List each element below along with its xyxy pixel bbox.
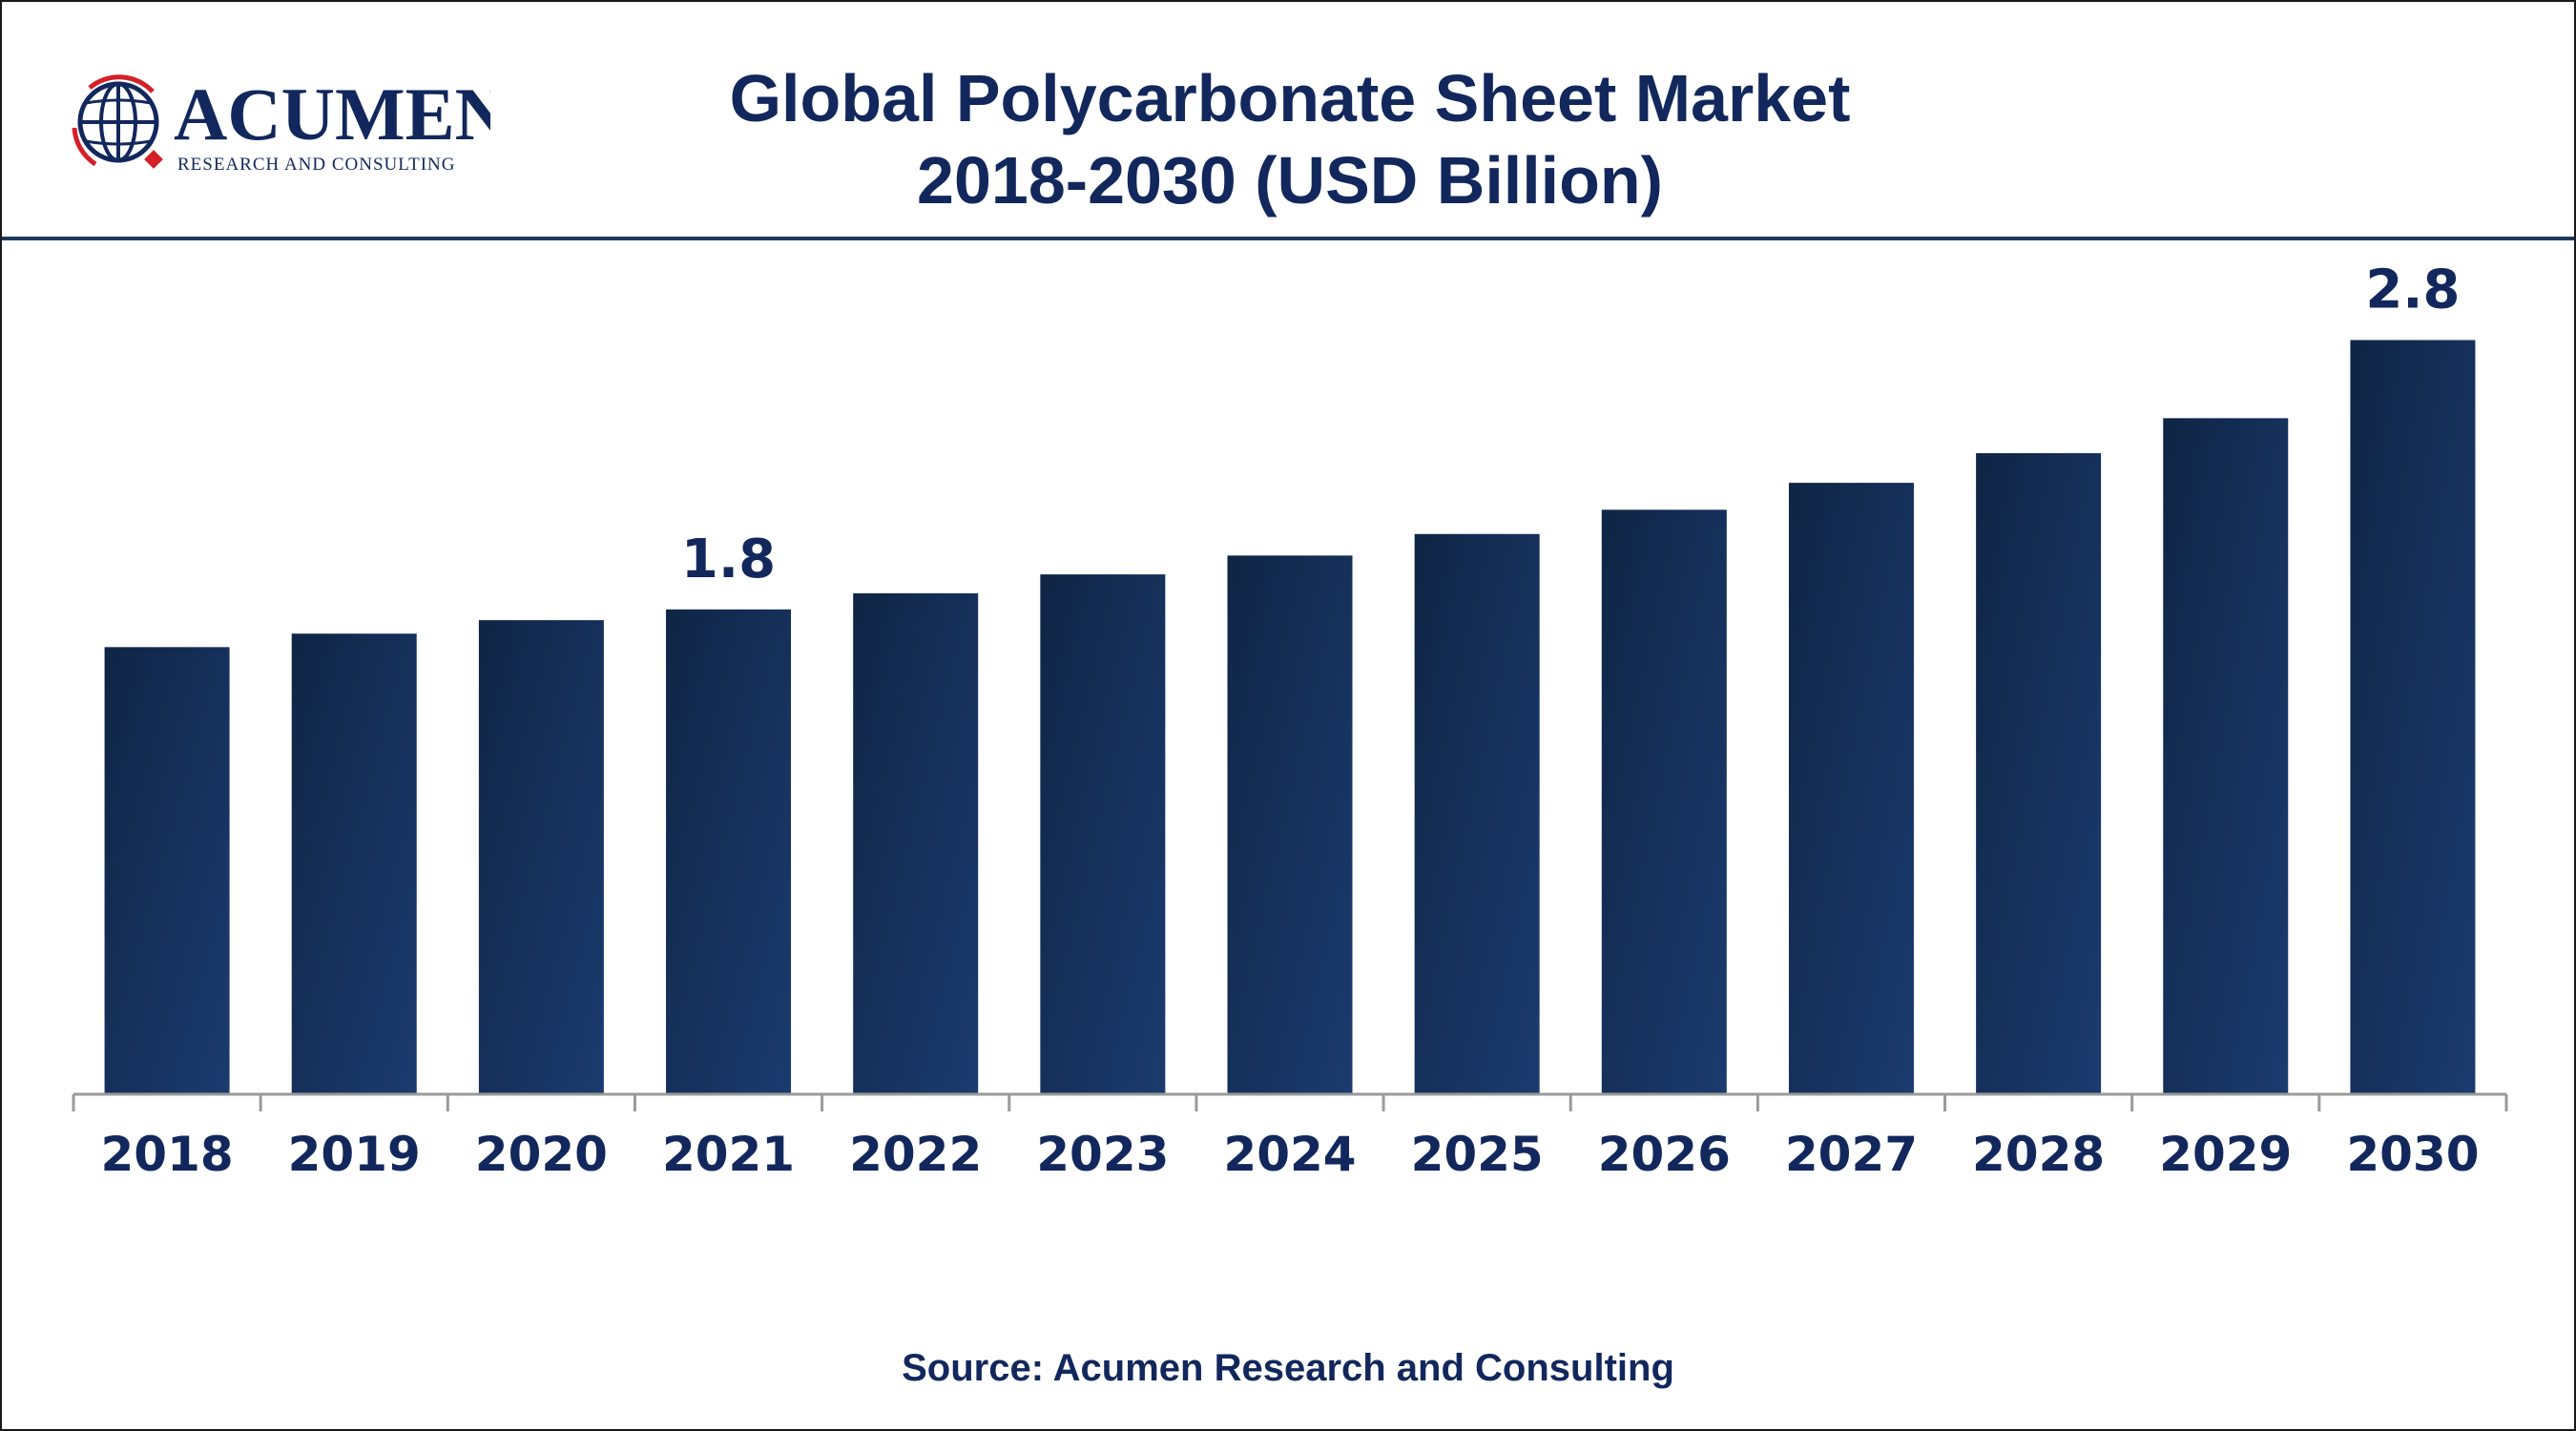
bar-2027 [1788,483,1914,1094]
bar-2020 [478,620,604,1094]
x-tick-label-2030: 2030 [2346,1127,2479,1182]
logo-name: ACUMEN [174,73,490,156]
x-tick-label-2021: 2021 [662,1127,795,1182]
chart-title-line1: Global Polycarbonate Sheet Market [729,61,1851,135]
data-label-2021: 1.8 [681,529,776,591]
x-tick-label-2025: 2025 [1411,1127,1544,1182]
x-tick-label-2028: 2028 [1972,1127,2105,1182]
bar-2026 [1601,509,1727,1094]
x-tick-label-2022: 2022 [849,1127,982,1182]
bar-2028 [1976,453,2102,1094]
bar-2019 [291,633,417,1094]
x-tick-label-2026: 2026 [1598,1127,1731,1182]
x-tick-label-2024: 2024 [1223,1127,1356,1182]
source-note: Source: Acumen Research and Consulting [902,1347,1674,1389]
bar-2024 [1227,555,1353,1094]
header-divider [2,237,2574,240]
header: ACUMEN RESEARCH AND CONSULTING Global Po… [2,2,2574,240]
bar-series [104,340,2476,1094]
bar-2018 [104,647,230,1094]
chart-title-line2: 2018-2030 (USD Billion) [917,143,1663,218]
chart-title: Global Polycarbonate Sheet Market 2018-2… [479,57,2101,221]
bar-2023 [1040,574,1166,1094]
acumen-logo: ACUMEN RESEARCH AND CONSULTING [72,73,490,175]
x-tick-label-2027: 2027 [1785,1127,1918,1182]
x-axis-labels: 2018 2019 2020 2021 2022 2023 2024 2025 2026 2027… [100,1127,2479,1182]
bar-2021 [666,609,792,1094]
x-tick-label-2029: 2029 [2159,1127,2292,1182]
x-tick-label-2023: 2023 [1036,1127,1169,1182]
x-axis [72,1092,2508,1111]
globe-icon [72,74,163,169]
x-tick-label-2020: 2020 [475,1127,608,1182]
data-label-2030: 2.8 [2365,259,2460,321]
bar-2029 [2163,418,2289,1094]
x-tick-label-2018: 2018 [100,1127,233,1182]
bar-chart: 2018 2019 2020 2021 2022 2023 2024 2025 2026 2027… [72,259,2508,1182]
x-tick-label-2019: 2019 [288,1127,421,1182]
bar-2022 [853,592,979,1094]
data-labels: 1.8 2.8 [681,259,2461,590]
logo-tagline: RESEARCH AND CONSULTING [177,155,456,175]
bar-2030 [2350,340,2476,1094]
bar-2025 [1414,533,1540,1094]
